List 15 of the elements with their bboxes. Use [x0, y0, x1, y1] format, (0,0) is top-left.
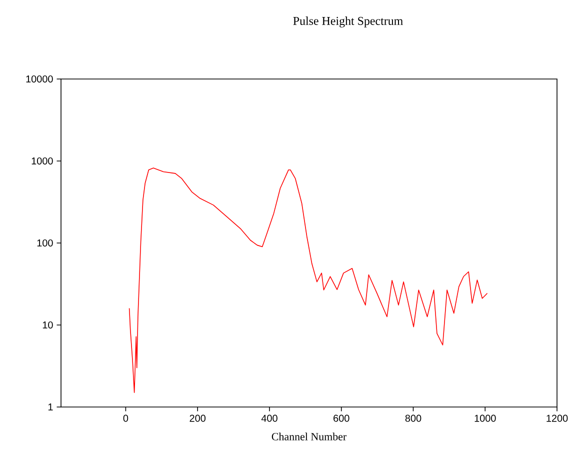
x-tick-label: 600	[334, 414, 350, 422]
x-tick-label: 200	[190, 414, 206, 422]
line-series	[128, 168, 488, 393]
x-tick-label: 1200	[546, 414, 568, 422]
x-tick-label: 0	[123, 414, 128, 422]
x-axis-title: Channel Number	[272, 432, 346, 440]
y-tick-label: 1	[48, 404, 53, 410]
y-tick-label: 10	[42, 321, 53, 329]
y-tick-label: 10000	[26, 75, 53, 83]
y-tick-label: 100	[37, 239, 53, 247]
x-tick-label: 800	[405, 414, 422, 422]
y-tick-label: 1000	[32, 157, 53, 165]
chart-title: Pulse Height Spectrum	[293, 16, 403, 28]
x-tick-label: 400	[261, 414, 278, 422]
x-tick-label: 1000	[474, 414, 496, 422]
